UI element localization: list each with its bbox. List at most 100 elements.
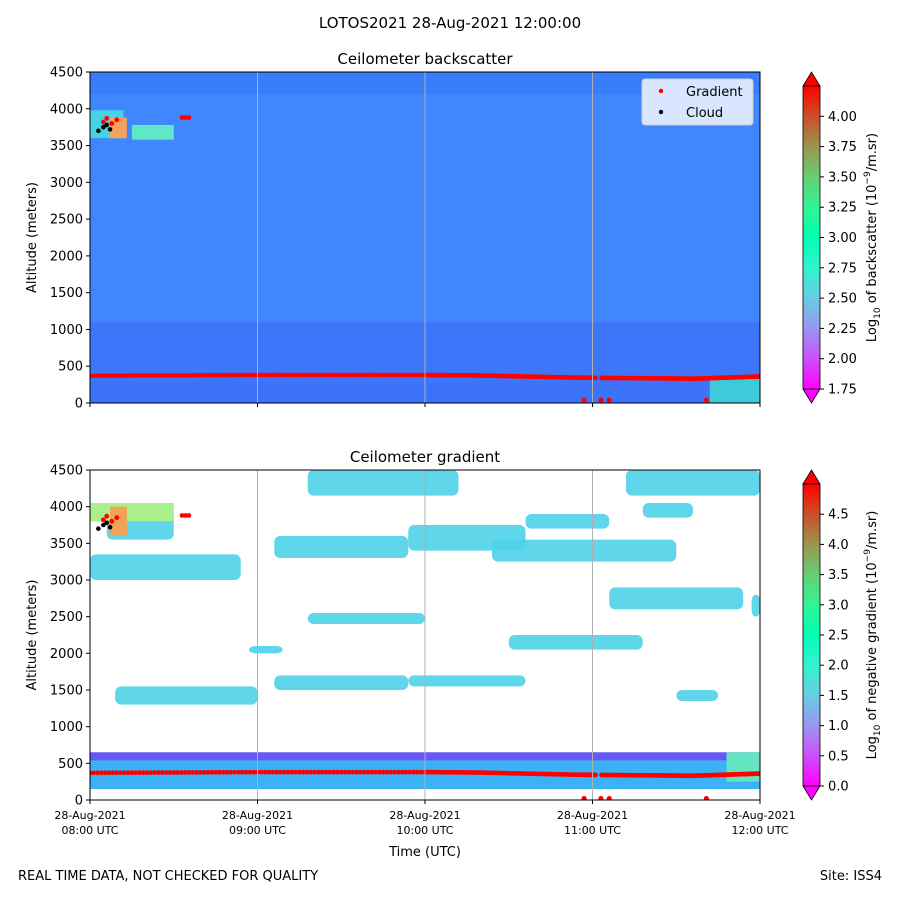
- gradient-point: [281, 769, 287, 775]
- gradient-point: [289, 769, 295, 775]
- gradient-point: [376, 769, 382, 775]
- colorbar-tick-label: 2.50: [828, 292, 857, 307]
- gradient-point: [285, 769, 291, 775]
- gradient-point: [384, 769, 390, 775]
- cloud-point: [104, 122, 110, 128]
- gradient-point: [247, 769, 253, 775]
- gradient-point: [213, 769, 219, 775]
- gradient-point: [224, 769, 230, 775]
- gradient-point: [186, 115, 192, 121]
- gradient-cloud-patch: [307, 470, 459, 496]
- gradient-point: [346, 769, 352, 775]
- gradient-point: [228, 372, 234, 378]
- gradient-point: [403, 372, 409, 378]
- gradient-point: [270, 769, 276, 775]
- gradient-point: [365, 769, 371, 775]
- gradient-point: [95, 770, 101, 776]
- gradient-point: [289, 372, 295, 378]
- y-tick-label: 500: [58, 757, 83, 772]
- gradient-point: [129, 373, 135, 379]
- gradient-point: [148, 770, 154, 775]
- gradient-point: [243, 769, 249, 775]
- gradient-point: [175, 770, 180, 775]
- gradient-point: [156, 373, 161, 378]
- gradient-point: [703, 795, 709, 800]
- colorbar-tick-label: 3.0: [828, 598, 849, 613]
- y-tick-label: 1500: [50, 286, 83, 301]
- gradient-point: [331, 372, 337, 378]
- x-axis-label: Time (UTC): [388, 845, 461, 860]
- gradient-point: [606, 397, 612, 403]
- gradient-point: [190, 770, 196, 775]
- gradient-point: [350, 769, 356, 775]
- colorbar-tick-label: 3.25: [828, 201, 857, 216]
- colorbar-label-part: 10: [873, 724, 883, 736]
- gradient-point: [327, 769, 333, 775]
- gradient-point: [114, 117, 120, 123]
- colorbar-extend-bottom: [802, 388, 821, 404]
- gradient-point: [144, 770, 150, 776]
- gradient-point: [137, 373, 142, 378]
- gradient-point: [373, 372, 378, 378]
- gradient-point: [239, 372, 245, 378]
- gradient-point: [183, 513, 188, 518]
- gradient-point: [335, 372, 340, 378]
- colorbar-tick-label: 3.00: [828, 231, 857, 246]
- gradient-point: [304, 769, 310, 775]
- gradient-cloud-patch: [274, 536, 409, 558]
- gradient-point: [209, 372, 215, 378]
- gradient-point: [388, 372, 394, 378]
- gradient-point: [361, 372, 367, 378]
- gradient-point: [338, 372, 344, 378]
- gradient-point: [251, 769, 257, 775]
- gradient-point: [101, 119, 106, 125]
- panel-1: 0 500 1000 1500 2000 2500 3000 3500 4000 4500 28-A…: [25, 448, 883, 860]
- gradient-point: [274, 769, 279, 775]
- gradient-point: [224, 372, 230, 378]
- gradient-point: [228, 769, 234, 775]
- gradient-point: [270, 372, 276, 378]
- colorbar-body: [802, 483, 821, 787]
- gradient-point: [384, 372, 390, 378]
- gradient-point: [369, 372, 375, 378]
- legend-marker: [658, 109, 664, 115]
- colorbar-tick-label: 4.0: [828, 538, 849, 553]
- colorbar-extend-top: [802, 469, 821, 485]
- colorbar-tick-label: 0.0: [828, 780, 849, 795]
- gradient-point: [247, 372, 253, 378]
- gradient-point: [293, 769, 298, 775]
- gradient-point: [354, 769, 359, 775]
- y-tick-label: 3000: [50, 176, 83, 191]
- gradient-point: [121, 373, 127, 379]
- gradient-point: [178, 770, 184, 775]
- y-tick-label: 4000: [50, 102, 83, 117]
- y-tick-label: 3000: [50, 574, 83, 589]
- gradient-point: [125, 373, 131, 379]
- gradient-point: [296, 372, 302, 378]
- gradient-point: [350, 372, 356, 378]
- gradient-point: [756, 374, 760, 379]
- gradient-point: [407, 769, 413, 775]
- gradient-point: [266, 372, 272, 378]
- gradient-point: [118, 373, 123, 379]
- gradient-point: [598, 397, 604, 403]
- gradient-point: [312, 769, 318, 775]
- colorbar-label-part: /m.sr): [865, 133, 880, 171]
- colorbar-label-part: of negative gradient (10: [865, 562, 880, 724]
- gradient-point: [346, 372, 352, 378]
- gradient-point: [197, 769, 203, 775]
- cloud-point: [107, 127, 113, 132]
- gradient-point: [182, 372, 188, 378]
- x-tick-label-time: 08:00 UTC: [61, 824, 118, 837]
- gradient-cloud-patch: [642, 503, 693, 518]
- gradient-point: [274, 372, 279, 378]
- gradient-point: [308, 769, 314, 775]
- gradient-point: [152, 373, 158, 378]
- gradient-point: [581, 795, 587, 800]
- panel-0: 0 500 1000 1500 2000 2500 3000 3500 4000 4500 Ceil…: [25, 50, 883, 412]
- gradient-point: [392, 769, 397, 775]
- gradient-point: [114, 373, 120, 379]
- gradient-point: [281, 372, 287, 378]
- gradient-point: [91, 373, 97, 379]
- gradient-point: [323, 372, 329, 378]
